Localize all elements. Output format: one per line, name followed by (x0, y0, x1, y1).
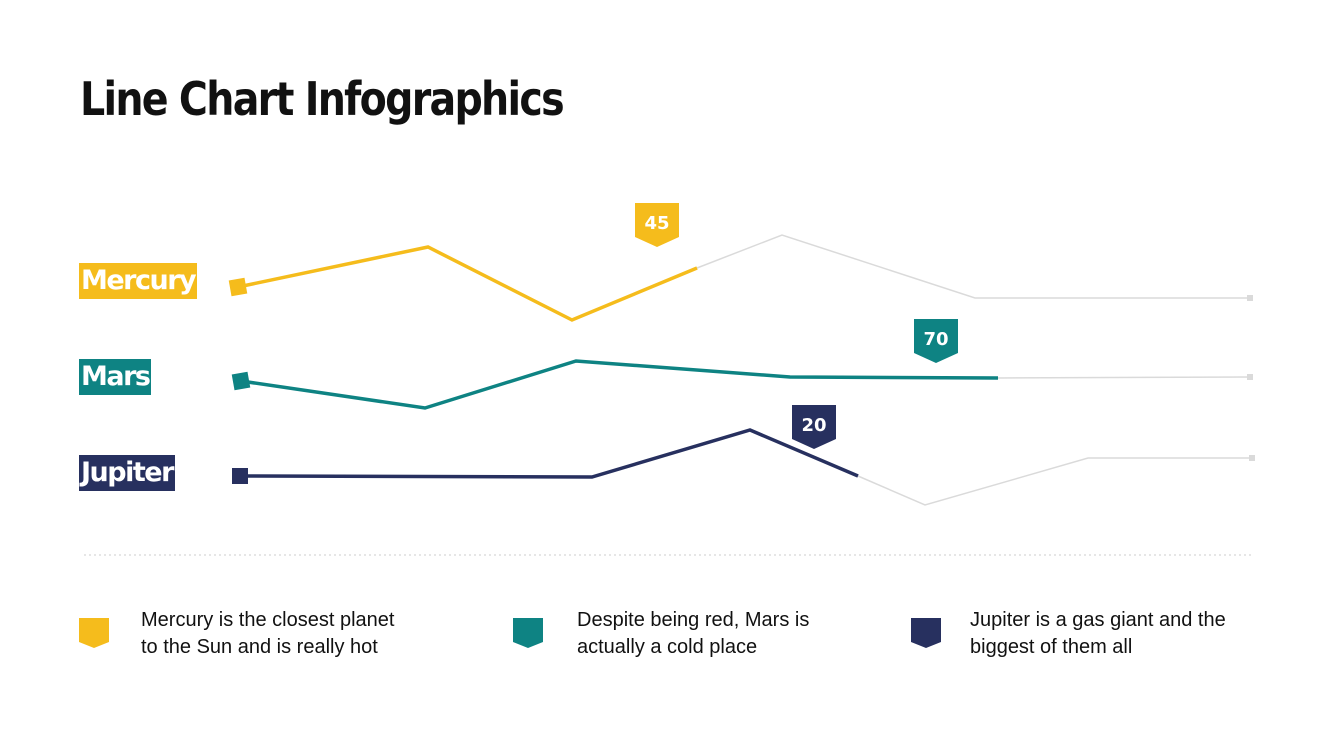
mars-value-label: 70 (923, 329, 948, 350)
legend-mars: Despite being red, Mars is actually a co… (577, 607, 809, 661)
mercury-start-point (228, 277, 248, 297)
legend-marker-mercury (79, 618, 109, 648)
legend-marker-jupiter (911, 618, 941, 648)
legend-text: Despite being red, Mars is (577, 609, 810, 631)
legend-mercury: Mercury is the closest planet to the Sun… (141, 607, 394, 661)
mercury-end-point (1247, 295, 1253, 301)
legend-text: biggest of them all (970, 636, 1133, 658)
legend-text: to the Sun and is really hot (141, 636, 378, 658)
mars-start-point (231, 371, 251, 391)
legend-text: Mercury is the closest planet (141, 609, 395, 631)
jupiter-track-line (857, 457, 1252, 506)
mercury-track-line (696, 234, 1250, 299)
jupiter-start-point (232, 468, 248, 484)
jupiter-line (239, 428, 859, 479)
legend-jupiter: Jupiter is a gas giant and the biggest o… (970, 607, 1226, 661)
jupiter-end-point (1249, 455, 1255, 461)
series-label-mars: Mars (79, 359, 152, 395)
mercury-value-badge (635, 203, 679, 247)
legend-text: actually a cold place (577, 636, 758, 658)
jupiter-value-label: 20 (801, 415, 826, 436)
mercury-line (237, 245, 698, 322)
mars-track-line (997, 376, 1251, 379)
mars-end-point (1247, 374, 1253, 380)
mars-line (240, 359, 999, 410)
legend-marker-mars (513, 618, 543, 648)
mercury-value-label: 45 (644, 213, 669, 234)
jupiter-value-badge (792, 405, 836, 449)
series-label-mercury: Mercury (79, 263, 198, 299)
mars-value-badge (914, 319, 958, 363)
page-title: Line Chart Infographics (80, 72, 565, 126)
series-label-jupiter: Jupiter (79, 455, 175, 491)
legend-text: Jupiter is a gas giant and the (970, 609, 1226, 631)
